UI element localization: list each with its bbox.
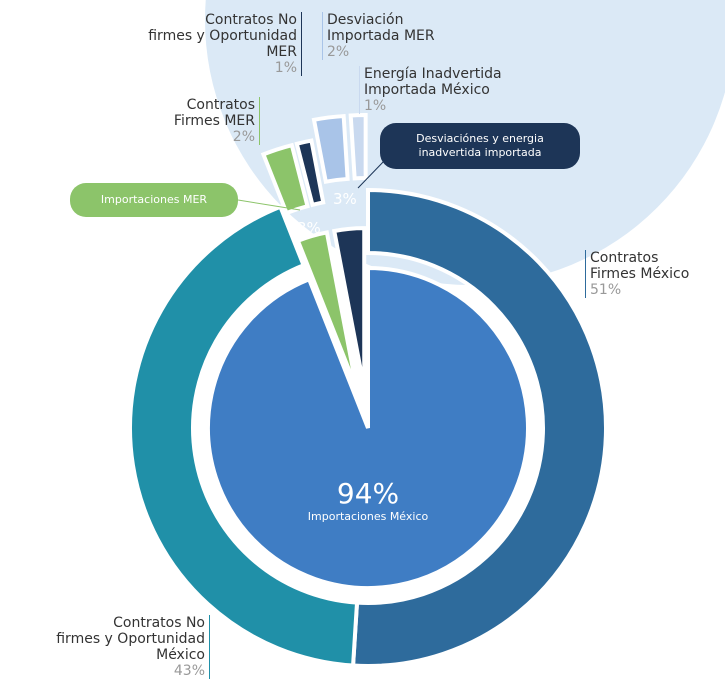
value-label: 1% bbox=[274, 60, 297, 76]
slice bbox=[331, 226, 367, 389]
category-label: Desviación Importada MER bbox=[327, 12, 435, 44]
leader-line bbox=[357, 159, 386, 189]
value-label: 3% bbox=[333, 190, 357, 208]
slice-label: Energía Inadvertida Importada México 1% bbox=[359, 66, 502, 114]
slice bbox=[311, 113, 350, 185]
slice bbox=[294, 138, 326, 208]
slice bbox=[206, 265, 530, 590]
category-label: Contratos No firmes y Oportunidad México bbox=[56, 615, 205, 663]
value-label: 51% bbox=[590, 282, 622, 298]
slice-label: Contratos No firmes y Oportunidad MER 1% bbox=[148, 12, 302, 76]
value-label: 2% bbox=[232, 129, 255, 145]
slice bbox=[350, 187, 608, 668]
category-label: Contratos No firmes y Oportunidad MER bbox=[148, 12, 297, 60]
category-pill: Importaciones MER bbox=[70, 183, 238, 217]
slice bbox=[260, 142, 310, 216]
slice bbox=[295, 230, 359, 391]
slice-label: Contratos Firmes MER 2% bbox=[174, 97, 260, 145]
value-label: 3% bbox=[297, 219, 321, 237]
slice bbox=[348, 113, 368, 181]
center-label: 94% Importaciones México bbox=[268, 477, 468, 524]
value-label: 2% bbox=[327, 44, 350, 60]
slice bbox=[128, 204, 360, 668]
value-label: 94% bbox=[336, 477, 400, 510]
category-pill: Desviaciónes y energia inadvertida impor… bbox=[380, 123, 580, 169]
slice-label: Desviación Importada MER 2% bbox=[322, 12, 435, 60]
value-label: 43% bbox=[173, 663, 205, 679]
category-label: Importaciones México bbox=[307, 510, 429, 523]
category-label: Contratos Firmes México bbox=[590, 250, 690, 282]
value-label: 1% bbox=[364, 98, 387, 114]
leader-line bbox=[237, 199, 301, 211]
slice-label: Contratos No firmes y Oportunidad México… bbox=[56, 615, 210, 679]
category-label: Energía Inadvertida Importada México bbox=[364, 66, 502, 98]
category-label: Contratos Firmes MER bbox=[173, 97, 255, 129]
slice-label: Contratos Firmes México 51% bbox=[585, 250, 689, 298]
